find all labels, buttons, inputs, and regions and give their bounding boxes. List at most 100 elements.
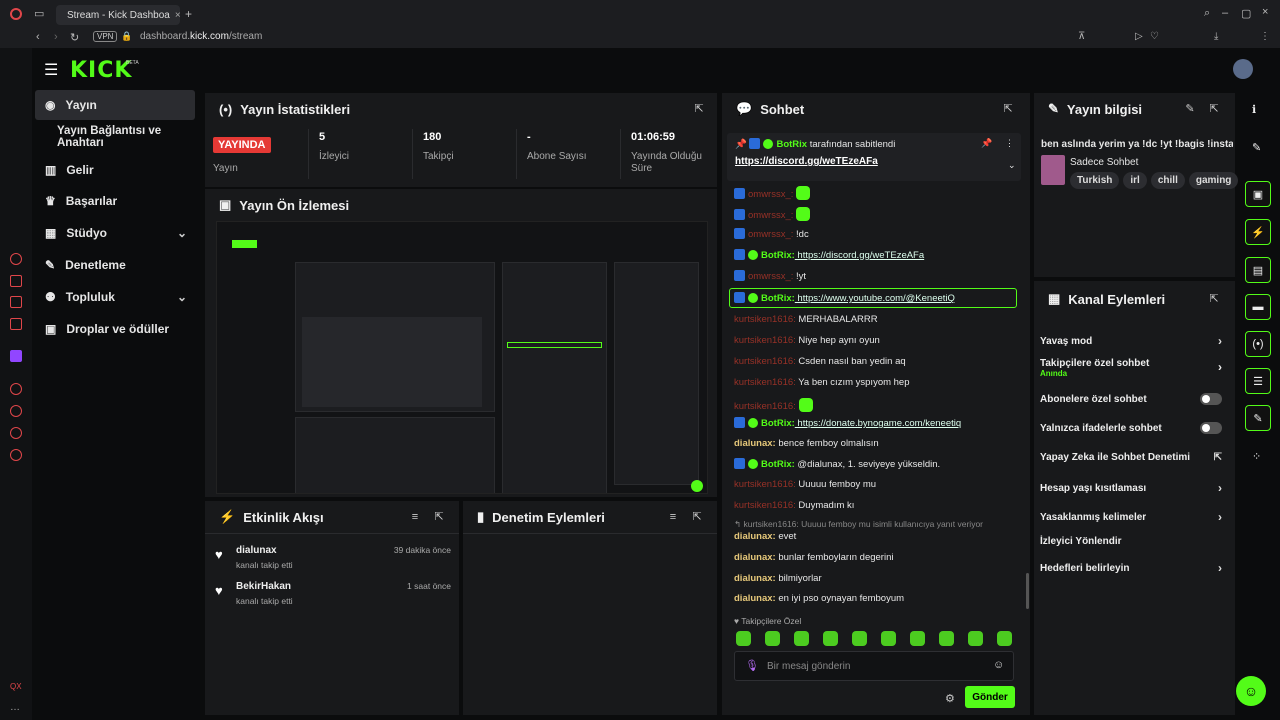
emote-icon[interactable] xyxy=(794,631,809,646)
history-icon[interactable] xyxy=(10,405,22,417)
popout-icon[interactable]: ⇱ xyxy=(1209,293,1219,305)
chat-username[interactable]: omwrssx_: xyxy=(748,271,794,282)
back-icon[interactable]: ‹ xyxy=(36,31,40,43)
sidebar-app-icon[interactable] xyxy=(10,296,22,308)
info-icon[interactable]: ℹ xyxy=(1252,104,1257,116)
send-button[interactable]: Gönder xyxy=(965,686,1015,708)
rail-button-chat[interactable]: ▬ xyxy=(1245,294,1271,320)
action-goals[interactable]: Hedefleri belirleyin › xyxy=(1040,561,1222,575)
chevron-down-icon[interactable]: ⌄ xyxy=(1008,160,1016,170)
rail-button-broadcast[interactable]: (•) xyxy=(1245,331,1271,357)
action-subscribers-only[interactable]: Abonelere özel sohbet xyxy=(1040,393,1222,405)
action-account-age[interactable]: Hesap yaşı kısıtlaması › xyxy=(1040,481,1222,495)
sidebar-app-icon[interactable] xyxy=(10,427,22,439)
vpn-badge[interactable]: VPN xyxy=(93,31,118,42)
category-name[interactable]: Sadece Sohbet xyxy=(1070,157,1139,168)
popout-icon[interactable]: ⇱ xyxy=(694,103,704,115)
chat-username[interactable]: kurtsiken1616: xyxy=(734,314,796,325)
chat-input-box[interactable]: 🎙 Bir mesaj gönderin ☺ xyxy=(734,651,1014,681)
edit-icon[interactable]: ✎ xyxy=(1185,103,1195,115)
microphone-icon[interactable]: 🎙 xyxy=(745,660,759,672)
action-followers-only[interactable]: Takipçilere özel sohbet Anında › xyxy=(1040,358,1222,378)
sidebar-item-denetleme[interactable]: ✎ Denetleme xyxy=(35,250,195,280)
sidebar-app-icon[interactable] xyxy=(10,383,22,395)
more-icon[interactable]: ⋮ xyxy=(1005,138,1014,148)
chat-username[interactable]: BotRix: xyxy=(761,418,795,429)
url-text[interactable]: dashboard.kick.com/stream xyxy=(140,31,262,42)
more-icon[interactable]: … xyxy=(10,702,20,713)
download-icon[interactable]: ⤓ xyxy=(1214,31,1219,42)
settings-icon[interactable] xyxy=(10,449,22,461)
emote-icon[interactable] xyxy=(881,631,896,646)
browser-sidebar-icon[interactable]: QX xyxy=(10,682,22,691)
tag[interactable]: gaming xyxy=(1188,172,1239,189)
chat-link[interactable]: https://donate.bynogame.com/keneetiq xyxy=(794,418,962,429)
sidebar-app-icon[interactable] xyxy=(10,318,22,330)
chat-input-placeholder[interactable]: Bir mesaj gönderin xyxy=(767,661,851,672)
kick-logo[interactable]: KICK xyxy=(70,58,133,83)
pinned-link[interactable]: https://discord.gg/weTEzeAFa xyxy=(735,156,878,167)
action-raid[interactable]: İzleyici Yönlendir xyxy=(1040,536,1222,547)
chat-username[interactable]: kurtsiken1616: xyxy=(734,479,796,490)
sidebar-item-stream-key[interactable]: Yayın Bağlantısı ve Anahtarı xyxy=(35,122,195,152)
apps-icon[interactable]: ⁘ xyxy=(1252,451,1262,463)
play-icon[interactable]: ▷ xyxy=(1135,31,1143,42)
chat-username[interactable]: omwrssx_: xyxy=(748,189,794,200)
forward-icon[interactable]: › xyxy=(54,31,58,43)
tag[interactable]: irl xyxy=(1123,172,1147,189)
chat-username[interactable]: dialunax: xyxy=(734,593,776,604)
chat-username[interactable]: BotRix: xyxy=(761,250,795,261)
rail-button-wrench[interactable]: ✎ xyxy=(1245,405,1271,431)
emote-icon[interactable] xyxy=(968,631,983,646)
popout-icon[interactable]: ⇱ xyxy=(692,511,702,523)
chat-settings-icon[interactable]: ⚙ xyxy=(945,693,955,705)
unpin-icon[interactable]: 📌 xyxy=(981,138,993,148)
rail-button-list[interactable]: ☰ xyxy=(1245,368,1271,394)
reload-icon[interactable]: ↻ xyxy=(70,32,80,44)
stream-preview-video[interactable] xyxy=(216,221,708,494)
rail-button-doc[interactable]: ▤ xyxy=(1245,257,1271,283)
filter-icon[interactable]: ≡ xyxy=(669,511,677,523)
emote-icon[interactable] xyxy=(939,631,954,646)
chat-username[interactable]: omwrssx_: xyxy=(748,210,794,221)
sidebar-item-droplar[interactable]: ▣ Droplar ve ödüller xyxy=(35,314,195,344)
category-thumbnail[interactable] xyxy=(1041,155,1065,185)
popout-icon[interactable]: ⇱ xyxy=(1209,103,1219,115)
action-banned-words[interactable]: Yasaklanmış kelimeler › xyxy=(1040,510,1222,524)
sidebar-item-basarilar[interactable]: ♛ Başarılar xyxy=(35,186,195,216)
minimize-icon[interactable]: – xyxy=(1222,7,1229,19)
chat-username[interactable]: BotRix: xyxy=(761,459,795,470)
chat-username[interactable]: kurtsiken1616: xyxy=(734,356,796,367)
more-icon[interactable]: ⋮ xyxy=(1260,31,1270,42)
toggle-switch[interactable] xyxy=(1200,422,1222,434)
action-slow-mode[interactable]: Yavaş mod › xyxy=(1040,334,1222,348)
emote-icon[interactable] xyxy=(765,631,780,646)
popout-icon[interactable]: ⇱ xyxy=(1003,103,1013,115)
sidebar-app-icon[interactable] xyxy=(10,275,22,287)
emote-icon[interactable] xyxy=(997,631,1012,646)
toggle-switch[interactable] xyxy=(1200,393,1222,405)
sidebar-item-studyo[interactable]: ▦ Stüdyo ⌄ xyxy=(35,218,195,248)
heart-icon[interactable]: ♡ xyxy=(1150,31,1159,42)
rail-button-scan[interactable]: ▣ xyxy=(1245,181,1271,207)
chat-username[interactable]: kurtsiken1616: xyxy=(734,401,796,412)
emote-icon[interactable] xyxy=(736,631,751,646)
hamburger-menu-icon[interactable]: ☰ xyxy=(44,62,59,79)
sidebar-item-topluluk[interactable]: ⚉ Topluluk ⌄ xyxy=(35,282,195,312)
pinned-user[interactable]: BotRix xyxy=(776,139,808,150)
close-window-icon[interactable]: × xyxy=(1262,6,1269,18)
avatar[interactable] xyxy=(1233,59,1253,79)
emote-icon[interactable] xyxy=(852,631,867,646)
emote-icon[interactable] xyxy=(823,631,838,646)
sidebar-app-icon[interactable] xyxy=(10,253,22,265)
tab-menu-icon[interactable]: ▭ xyxy=(34,8,45,20)
filter-icon[interactable]: ≡ xyxy=(411,511,419,523)
sidebar-item-yayin[interactable]: ◉ Yayın xyxy=(35,90,195,120)
chat-username[interactable]: dialunax: xyxy=(734,531,776,542)
chat-username[interactable]: BotRix: xyxy=(761,293,795,304)
chat-username[interactable]: kurtsiken1616: xyxy=(734,500,796,511)
emote-icon[interactable] xyxy=(910,631,925,646)
help-chat-icon[interactable]: ☺ xyxy=(1236,676,1266,706)
tag[interactable]: chill xyxy=(1150,172,1185,189)
rail-button-lightning[interactable]: ⚡ xyxy=(1245,219,1271,245)
